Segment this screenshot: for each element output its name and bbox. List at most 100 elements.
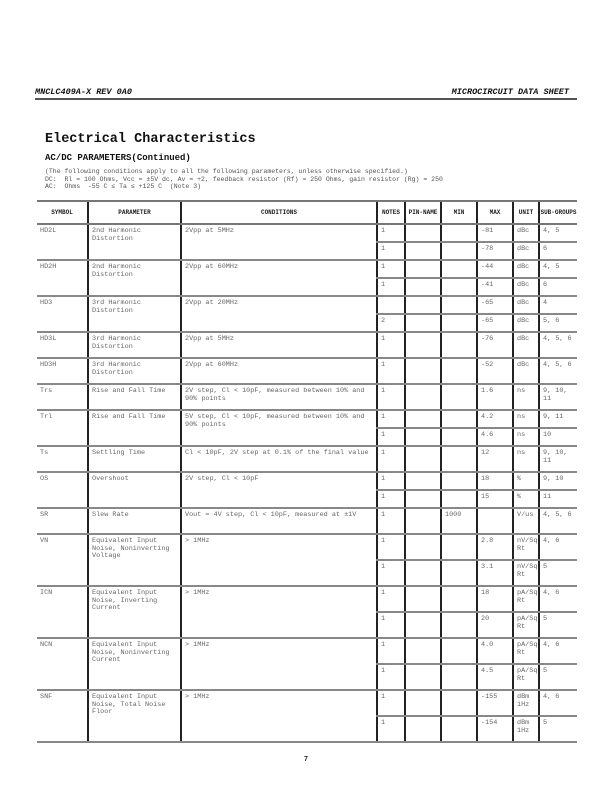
subgroups-cell: 11 [538,490,577,509]
max-cell: -154 [476,716,513,743]
max-cell: 18 [476,472,513,491]
subgroups-cell: 9, 10, 11 [538,384,577,411]
symbol-cell: HD2L [37,224,88,261]
symbol-cell: SR [37,508,88,535]
pin-cell [404,560,441,587]
conditions-cell: 2V step, Cl < 10pF [180,472,377,509]
conditions-cell: > 1MHz [180,586,377,639]
notes-cell: 1 [376,242,405,261]
min-cell [440,638,477,665]
document-type: MICROCIRCUIT DATA SHEET [451,87,569,97]
max-cell: -65 [476,314,513,333]
unit-cell: dBc [512,224,539,243]
parameter-cell: 3rd Harmonic Distortion [87,358,181,385]
subgroups-cell: 4, 5, 6 [538,358,577,385]
max-cell: 4.6 [476,428,513,447]
table-row: SNF Equivalent Input Noise, Total Noise F… [37,690,577,743]
unit-cell: ns [512,446,539,473]
parameter-cell: Settling Time [87,446,181,473]
table-row: 1 -154 dBm 1Hz 5 [37,716,577,743]
unit-cell: pA/Sq Rt [512,638,539,665]
conditions-cell: 2Vpp at 60MHz [180,358,377,385]
notes-cell: 1 [376,534,405,561]
min-cell [440,332,477,359]
page-header: MNCLC409A-X REV 0A0 MICROCIRCUIT DATA SH… [35,87,577,100]
table-row: SR Slew Rate Vout = 4V step, Cl < 10pF, me… [37,508,577,535]
unit-cell: pA/Sq Rt [512,586,539,613]
table-row: 1 4.5 pA/Sq Rt 5 [37,664,577,691]
symbol-cell: HD3L [37,332,88,359]
max-cell: 4.0 [476,638,513,665]
max-cell: 1.6 [476,384,513,411]
min-cell [440,534,477,561]
min-cell [440,490,477,509]
min-cell [440,278,477,297]
max-cell: -41 [476,278,513,297]
conditions-cell: 2V step, Cl < 10pF, measured between 10%… [180,384,377,411]
table-row: 1 20 pA/Sq Rt 5 [37,612,577,639]
notes-cell: 1 [376,410,405,429]
max-cell: 18 [476,586,513,613]
min-cell [440,358,477,385]
pin-cell [404,490,441,509]
subgroups-cell: 4, 5 [538,224,577,243]
min-cell [440,260,477,279]
column-header-parameter: PARAMETER [87,200,181,225]
symbol-cell: NCN [37,638,88,691]
pin-cell [404,314,441,333]
max-cell: 20 [476,612,513,639]
pin-cell [404,260,441,279]
table-row: 1 -41 dBc 6 [37,278,577,297]
min-cell [440,560,477,587]
conditions-cell: 2Vpp at 20MHz [180,296,377,333]
subgroups-cell: 4, 5 [538,260,577,279]
unit-cell: dBc [512,242,539,261]
subgroups-cell: 5 [538,560,577,587]
column-header-conditions: CONDITIONS [180,200,377,225]
column-header-unit: UNIT [512,200,539,225]
column-header-subgroups: SUB-GROUPS [538,200,577,225]
conditions-cell: 2Vpp at 5MHz [180,224,377,261]
table-row: OS Overshoot 2V step, Cl < 10pF 1 18% 9, 10 [37,472,577,509]
table-row: Ts Settling Time Cl < 10pF, 2V step at 0.1… [37,446,577,473]
symbol-cell: Trs [37,384,88,411]
conditions-line: AC: Ohms -55 C ≤ Ta ≤ +125 C (Note 3) [45,183,202,190]
symbol-cell: Ts [37,446,88,473]
max-cell: -81 [476,224,513,243]
pin-cell [404,472,441,491]
unit-cell: V/us [512,508,539,535]
conditions-cell: 2Vpp at 60MHz [180,260,377,297]
notes-cell: 1 [376,332,405,359]
min-cell: 1000 [440,508,477,535]
notes-cell: 1 [376,690,405,717]
symbol-cell: ICN [37,586,88,639]
pin-cell [404,278,441,297]
notes-cell: 1 [376,224,405,243]
parameter-cell: Overshoot [87,472,181,509]
symbol-cell: HD3H [37,358,88,385]
table-row: Trl Rise and Fall Time 5V step, Cl < 10pF,… [37,410,577,447]
unit-cell: dBc [512,332,539,359]
conditions-cell: Vout = 4V step, Cl < 10pF, measured at ±… [180,508,377,535]
unit-cell: dBm 1Hz [512,716,539,743]
min-cell [440,690,477,717]
pin-cell [404,664,441,691]
max-cell: -65 [476,296,513,315]
unit-cell: nV/Sq Rt [512,560,539,587]
pin-cell [404,638,441,665]
unit-cell: dBc [512,358,539,385]
notes-cell: 1 [376,638,405,665]
table-row: 1 15% 11 [37,490,577,509]
symbol-cell: SNF [37,690,88,743]
notes-cell: 1 [376,472,405,491]
pin-cell [404,690,441,717]
max-cell: -52 [476,358,513,385]
table-row: NCN Equivalent Input Noise, Noninverting … [37,638,577,691]
notes-cell: 1 [376,428,405,447]
parameter-cell: 2nd Harmonic Distortion [87,260,181,297]
section-subtitle: AC/DC PARAMETERS(Continued) [45,153,191,163]
subgroups-cell: 4 [538,296,577,315]
notes-cell: 1 [376,560,405,587]
column-header-max: MAX [476,200,513,225]
max-cell: 4.2 [476,410,513,429]
